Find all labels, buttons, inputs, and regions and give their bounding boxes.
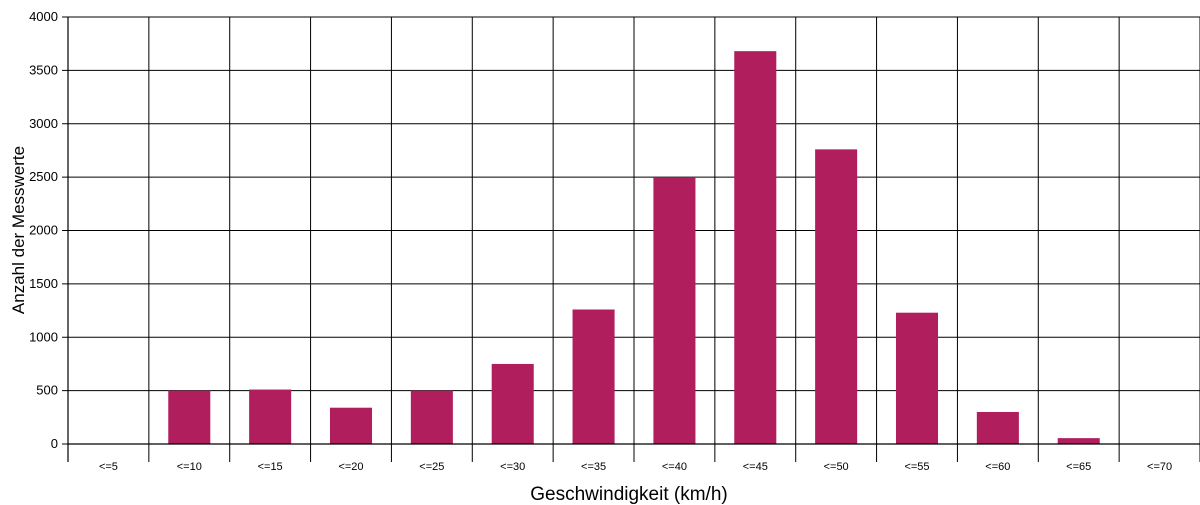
y-tick-label: 2500: [29, 169, 58, 184]
bar: [491, 363, 534, 444]
bar: [572, 309, 615, 444]
axes: [62, 16, 1200, 462]
x-tick-label: <=65: [1066, 461, 1091, 473]
bar: [653, 177, 696, 444]
x-tick-label: <=25: [419, 461, 444, 473]
x-tick-label: <=15: [258, 461, 283, 473]
x-tick-label: <=55: [904, 461, 929, 473]
y-tick-label: 1000: [29, 329, 58, 344]
x-tick-label: <=35: [581, 461, 606, 473]
bar: [976, 411, 1019, 444]
x-tick-label: <=60: [985, 461, 1010, 473]
bar: [329, 407, 373, 444]
y-tick-label: 2000: [29, 223, 58, 238]
y-tick-label: 500: [36, 383, 58, 398]
bar: [1057, 438, 1100, 444]
bar: [168, 390, 211, 444]
y-tick-label: 0: [51, 436, 58, 451]
bar: [895, 312, 939, 444]
bar: [815, 149, 858, 444]
y-tick-label: 4000: [29, 9, 58, 24]
bar: [734, 51, 777, 444]
bar: [249, 389, 292, 444]
x-tick-label: <=70: [1147, 461, 1172, 473]
y-tick-label: 3000: [29, 116, 58, 131]
y-tick-label: 3500: [29, 62, 58, 77]
x-tick-label: <=40: [662, 461, 687, 473]
x-tick-label: <=20: [338, 461, 363, 473]
x-axis-title: Geschwindigkeit (km/h): [530, 484, 727, 505]
bars: [168, 51, 1100, 444]
y-axis-title: Anzahl der Messwerte: [9, 146, 28, 314]
bar: [410, 390, 453, 444]
x-tick-label: <=45: [743, 461, 768, 473]
x-tick-label: <=50: [824, 461, 849, 473]
y-tick-label: 1500: [29, 276, 58, 291]
x-tick-label: <=10: [177, 461, 202, 473]
x-tick-label: <=5: [99, 461, 118, 473]
y-tick-labels: 0 500 1000 1500 2000 2500 3000 3500 4000: [29, 9, 58, 451]
grid-lines: [68, 16, 1200, 462]
x-tick-label: <=30: [500, 461, 525, 473]
x-tick-labels: <=5 <=10 <=15 <=20 <=25 <=30 <=35 <=40 <=45 <=50 <…: [99, 461, 1172, 473]
